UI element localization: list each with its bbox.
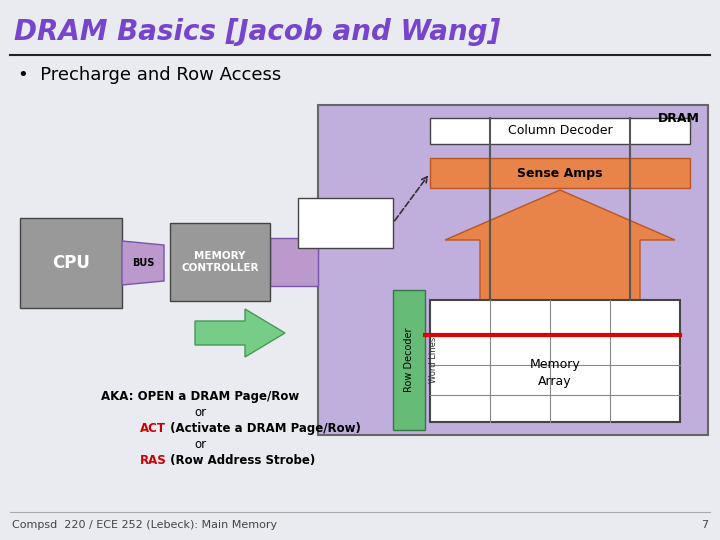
Text: CPU: CPU [52, 254, 90, 272]
Text: (Activate a DRAM Page/Row): (Activate a DRAM Page/Row) [166, 422, 361, 435]
Text: Memory
Array: Memory Array [530, 358, 580, 388]
Bar [430, 158, 690, 188]
Bar [170, 223, 270, 301]
Text: MEMORY
CONTROLLER: MEMORY CONTROLLER [181, 251, 258, 273]
Polygon shape [270, 238, 318, 286]
Text: Compsd  220 / ECE 252 (Lebeck): Main Memory: Compsd 220 / ECE 252 (Lebeck): Main Memo… [12, 520, 277, 530]
Polygon shape [195, 309, 285, 357]
Polygon shape [445, 190, 675, 302]
Text: DRAM: DRAM [658, 112, 700, 125]
Text: Column Decoder: Column Decoder [508, 125, 612, 138]
Bar [430, 118, 690, 144]
Bar [20, 218, 122, 308]
Bar [430, 300, 680, 422]
Text: Sense Amps: Sense Amps [517, 166, 603, 179]
Text: RAS: RAS [140, 454, 167, 467]
Text: (Row Address Strobe): (Row Address Strobe) [166, 454, 315, 467]
Text: or: or [194, 406, 206, 419]
Text: or: or [194, 438, 206, 451]
Text: BUS: BUS [132, 258, 154, 268]
Text: Row Decoder: Row Decoder [404, 328, 414, 392]
Bar [298, 198, 393, 248]
Text: Data In/Out
Buffers: Data In/Out Buffers [315, 212, 376, 234]
Bar [318, 105, 708, 435]
Polygon shape [122, 241, 164, 285]
Text: 7: 7 [701, 520, 708, 530]
Text: •  Precharge and Row Access: • Precharge and Row Access [18, 66, 282, 84]
Text: AKA: OPEN a DRAM Page/Row: AKA: OPEN a DRAM Page/Row [101, 390, 299, 403]
Bar [393, 290, 425, 430]
Text: ACT: ACT [140, 422, 166, 435]
Text: Word Lines: Word Lines [428, 337, 438, 383]
Text: DRAM Basics [Jacob and Wang]: DRAM Basics [Jacob and Wang] [14, 18, 500, 46]
